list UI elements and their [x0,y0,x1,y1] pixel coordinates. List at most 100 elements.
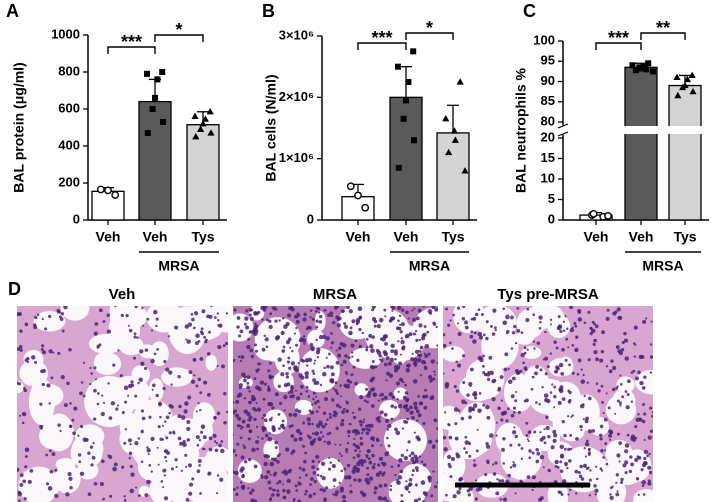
nucleus [354,449,358,453]
nucleus [315,395,318,398]
nucleus [188,491,193,496]
nucleus [162,468,167,473]
nucleus [339,395,342,398]
nucleus [357,478,362,483]
nucleus [276,492,280,497]
y-tick-label: 200 [58,174,80,189]
nucleus [340,422,345,427]
nucleus [371,444,374,448]
nucleus [69,486,73,490]
y-axis-label: BAL protein (μg/ml) [11,62,27,192]
nucleus [376,324,381,329]
nucleus [474,312,479,317]
x-tick-label: Veh [584,229,609,245]
nucleus [18,345,23,349]
nucleus [69,424,73,428]
nucleus [54,468,58,472]
nucleus [549,318,553,322]
nucleus [273,471,278,475]
nucleus [236,394,240,398]
nucleus [352,365,356,369]
nucleus [399,323,402,326]
nucleus [427,475,432,480]
nucleus [19,473,24,477]
nucleus [235,492,239,496]
nucleus [165,415,170,420]
nucleus [436,426,438,431]
alveolus [204,446,228,475]
nucleus [101,394,104,397]
nucleus [480,312,484,316]
nucleus [346,442,350,445]
nucleus [248,429,253,434]
nucleus [456,454,461,459]
nucleus [604,442,608,446]
alveolus [633,489,653,502]
nucleus [448,435,453,440]
nucleus [532,340,536,343]
nucleus [422,306,425,308]
data-point [645,60,652,67]
nucleus [428,479,432,483]
nucleus [52,351,55,354]
nucleus [266,470,271,474]
nucleus [289,346,292,349]
nucleus [283,470,289,476]
nucleus [609,493,612,496]
nucleus [191,477,195,481]
bar [91,190,125,221]
nucleus [394,427,398,432]
nucleus [330,378,335,382]
x-tick-label: Veh [629,229,654,245]
nucleus [616,490,619,493]
nucleus [387,361,392,366]
nucleus [294,408,299,413]
nucleus [482,354,485,358]
nucleus [624,460,629,465]
nucleus [472,339,477,344]
nucleus [233,434,235,437]
nucleus [612,311,617,316]
nucleus [34,360,38,364]
alveolus [19,360,49,387]
nucleus [515,391,518,394]
nucleus [502,462,506,465]
nucleus [356,358,360,362]
nucleus [315,306,319,310]
nucleus [109,494,113,498]
nucleus [251,447,256,453]
nucleus [577,358,582,363]
nucleus [369,344,374,349]
nucleus [305,385,309,389]
nucleus [616,432,620,436]
nucleus [477,408,482,413]
data-point [688,71,696,79]
nucleus [587,466,590,469]
nucleus [365,431,370,436]
nucleus [207,471,212,476]
data-point [679,83,687,91]
nucleus [68,476,73,481]
nucleus [611,485,614,488]
nucleus [643,375,647,379]
nucleus [621,395,625,399]
nucleus [551,383,554,386]
nucleus [417,413,422,418]
nucleus [643,438,646,442]
nucleus [263,461,268,467]
nucleus [180,469,183,472]
alveolus [523,365,549,398]
nucleus [300,358,304,362]
nucleus [431,306,436,310]
nucleus [21,411,27,417]
x-tick-label: Tys [191,229,214,245]
alveolus [605,394,637,425]
nucleus [560,493,564,496]
nucleus [195,384,199,388]
nucleus [335,315,340,320]
histology-image [17,306,228,502]
nucleus [313,359,317,362]
nucleus [579,424,583,429]
nucleus [335,412,338,416]
nucleus [281,349,286,353]
